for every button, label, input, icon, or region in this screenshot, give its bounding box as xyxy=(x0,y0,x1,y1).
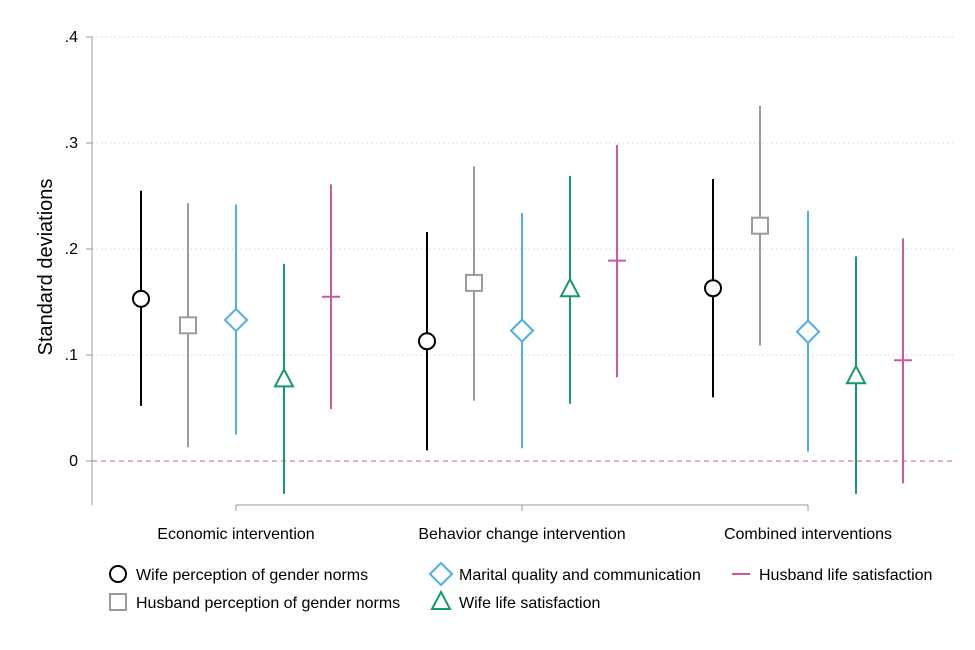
legend-key-square xyxy=(109,593,127,611)
x-tick-label: Economic intervention xyxy=(157,526,314,543)
marker-background xyxy=(847,366,865,384)
point-estimate-triangle xyxy=(559,277,581,298)
point-estimate-diamond xyxy=(509,318,535,344)
point-estimate-circle xyxy=(132,289,150,308)
legend-label: Wife life satisfaction xyxy=(459,595,600,612)
y-tick-label: .3 xyxy=(65,135,78,152)
marker-background xyxy=(561,279,579,297)
point-estimate-square xyxy=(465,273,483,292)
legend-key-diamond xyxy=(428,561,454,587)
point-estimate-triangle xyxy=(845,364,867,385)
y-axis-title: Standard deviations xyxy=(35,179,57,356)
marker-background xyxy=(419,333,435,350)
legend-label: Husband life satisfaction xyxy=(759,567,932,584)
marker-background xyxy=(466,274,482,291)
marker-background xyxy=(752,217,768,234)
legend-item: Marital quality and communication xyxy=(428,561,701,587)
y-tick-label: 0 xyxy=(69,453,78,470)
legend-label: Wife perception of gender norms xyxy=(136,567,368,584)
marker-background xyxy=(797,320,819,343)
point-estimate-square xyxy=(751,216,769,235)
marker-background xyxy=(275,369,293,387)
legend-key-triangle xyxy=(430,589,452,610)
point-estimate-square xyxy=(179,316,197,335)
series-plus xyxy=(322,145,912,484)
x-tick-label: Behavior change intervention xyxy=(418,526,625,543)
axis-layer: 0 .1 .2 .3 .4 Economic intervention Behavior c… xyxy=(65,29,892,543)
legend-item: Wife life satisfaction xyxy=(430,589,600,612)
point-estimate-diamond xyxy=(223,307,249,333)
y-tick-label: .1 xyxy=(65,347,78,364)
marker-background xyxy=(133,290,149,307)
marker-background xyxy=(705,280,721,297)
legend: Wife perception of gender norms Husband p… xyxy=(109,561,932,612)
series-triangle xyxy=(273,175,867,494)
grid-layer xyxy=(92,36,955,462)
x-tick-label: Combined interventions xyxy=(724,526,892,543)
y-tick-label: .2 xyxy=(65,241,78,258)
series-square xyxy=(179,105,769,448)
legend-item: Husband perception of gender norms xyxy=(109,593,400,612)
marker-background xyxy=(225,309,247,332)
legend-label: Husband perception of gender norms xyxy=(136,595,400,612)
series-diamond xyxy=(223,204,821,452)
legend-label: Marital quality and communication xyxy=(459,567,701,584)
legend-item: Wife perception of gender norms xyxy=(109,565,368,584)
point-estimate-circle xyxy=(418,332,436,351)
series-circle xyxy=(132,179,722,451)
marker-background xyxy=(180,317,196,334)
legend-item: Husband life satisfaction xyxy=(732,567,932,584)
point-estimate-diamond xyxy=(795,319,821,345)
point-estimate-triangle xyxy=(273,367,295,388)
marker-background xyxy=(511,319,533,342)
series-layer xyxy=(132,105,912,494)
legend-key-circle xyxy=(109,565,127,583)
point-estimate-circle xyxy=(704,279,722,298)
y-tick-label: .4 xyxy=(65,29,78,46)
